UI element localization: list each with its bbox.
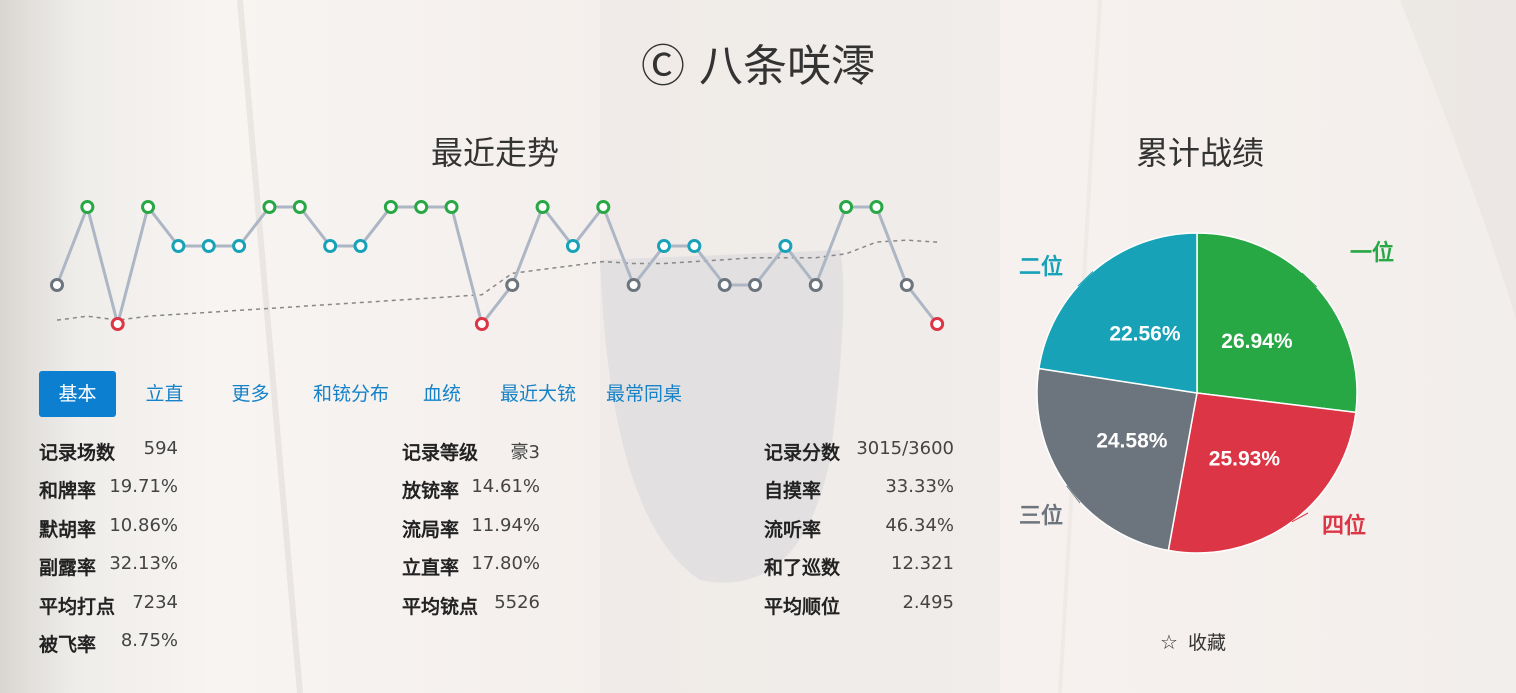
pie-slice-percent-label: 22.56% xyxy=(1109,322,1181,345)
tab-lineage[interactable]: 血统 xyxy=(422,383,461,405)
rank-point xyxy=(444,200,459,214)
pie-leader-line xyxy=(1301,272,1318,288)
stat-value: 8.75% xyxy=(120,630,178,651)
stat-label: 平均铳点 xyxy=(402,596,479,618)
rank-point xyxy=(930,317,945,331)
stat-value: 17.80% xyxy=(471,553,540,574)
tab-win-deal-distribution[interactable]: 和铳分布 xyxy=(312,383,389,405)
stat-label: 放铳率 xyxy=(402,480,460,502)
tab-more[interactable]: 更多 xyxy=(231,383,270,405)
stat-value: 2.495 xyxy=(902,592,954,613)
stat-value: 3015/3600 xyxy=(856,438,954,459)
rank-point xyxy=(748,278,763,292)
stat-label: 平均顺位 xyxy=(764,596,841,618)
pie-slice xyxy=(1167,392,1357,554)
stat-value: 12.321 xyxy=(891,553,954,574)
pie-slice-percent-label: 25.93% xyxy=(1209,447,1281,470)
tab-frequent-tablemates[interactable]: 最常同桌 xyxy=(605,383,682,405)
cumulative-pie-chart: 26.94% 一位 25.93% 四位 24.58% 三位 22.56% 二位 xyxy=(1019,232,1394,554)
rank-point xyxy=(565,239,580,253)
stat-label: 记录场数 xyxy=(39,442,116,464)
rank-point xyxy=(262,200,277,214)
page-title: Ⓒ 八条咲澪 xyxy=(641,41,875,92)
stat-label: 和牌率 xyxy=(39,480,97,502)
stat-label: 副露率 xyxy=(39,557,97,579)
stat-label: 自摸率 xyxy=(764,480,822,502)
rank-trend-line xyxy=(55,202,939,330)
rank-point xyxy=(80,200,95,214)
stat-value: 32.13% xyxy=(109,553,178,574)
rank-point xyxy=(505,278,520,292)
pie-slice-percent-label: 26.94% xyxy=(1221,330,1293,353)
stat-label: 立直率 xyxy=(402,557,460,579)
stat-label: 平均打点 xyxy=(39,596,116,618)
stat-label: 流局率 xyxy=(402,519,460,541)
average-rank-line xyxy=(56,239,938,321)
stat-label: 被飞率 xyxy=(39,634,97,656)
rank-point xyxy=(292,200,307,214)
stat-value: 46.34% xyxy=(885,515,954,536)
pie-slice xyxy=(1196,232,1358,414)
trend-title: 最近走势 xyxy=(430,134,559,172)
stat-value: 19.71% xyxy=(109,476,178,497)
rank-point xyxy=(201,239,216,253)
stat-label: 记录分数 xyxy=(764,442,841,464)
stat-value: 33.33% xyxy=(885,476,954,497)
stat-value: 14.61% xyxy=(471,476,540,497)
stat-label: 默胡率 xyxy=(39,519,97,541)
rank-point xyxy=(808,278,823,292)
stat-value: 7234 xyxy=(132,592,178,613)
rank-point xyxy=(657,239,671,253)
stat-value: 豪3 xyxy=(510,442,540,463)
rank-point xyxy=(717,278,732,292)
pie-slice-name-label: 一位 xyxy=(1350,240,1394,266)
pie-leader-line xyxy=(1291,512,1309,523)
stat-label: 记录等级 xyxy=(402,442,479,464)
pie-title: 累计战绩 xyxy=(1135,134,1264,172)
rank-point xyxy=(383,200,398,214)
rank-point xyxy=(171,239,186,253)
favorite-button[interactable]: ☆ 收藏 xyxy=(1160,628,1226,655)
rank-point xyxy=(414,200,429,214)
stat-value: 11.94% xyxy=(471,515,540,536)
stat-value: 10.86% xyxy=(109,515,178,536)
rank-point xyxy=(474,317,489,331)
rank-point xyxy=(869,200,884,214)
rank-point xyxy=(839,200,854,214)
rank-point xyxy=(323,239,338,253)
rank-point xyxy=(899,278,914,292)
rank-point xyxy=(626,278,641,292)
tab-basic[interactable]: 基本 xyxy=(39,371,116,417)
pie-slice-name-label: 三位 xyxy=(1019,503,1063,529)
stat-value: 594 xyxy=(143,438,178,459)
rank-point xyxy=(778,239,793,253)
star-outline-icon: ☆ xyxy=(1160,630,1178,654)
stat-value: 5526 xyxy=(494,592,540,613)
rank-point xyxy=(596,200,611,214)
pie-leader-line xyxy=(1077,271,1094,287)
rank-point xyxy=(232,239,247,253)
stat-label: 和了巡数 xyxy=(764,557,841,579)
pie-slice-name-label: 二位 xyxy=(1019,254,1063,280)
rank-point xyxy=(110,317,125,331)
rank-point xyxy=(535,200,550,214)
pie-slice-name-label: 四位 xyxy=(1322,513,1366,539)
pie-slice xyxy=(1038,232,1198,394)
rank-point xyxy=(50,278,64,292)
stat-label: 流听率 xyxy=(764,519,822,541)
pie-slice-percent-label: 24.58% xyxy=(1096,429,1168,452)
tab-riichi[interactable]: 立直 xyxy=(145,383,184,405)
pie-slice xyxy=(1036,367,1198,552)
trend-chart xyxy=(50,200,945,331)
rank-point xyxy=(353,239,368,253)
pie-leader-line xyxy=(1066,485,1081,504)
rank-point xyxy=(687,239,702,253)
rank-point xyxy=(141,200,156,214)
tab-recent-big-deal-ins[interactable]: 最近大铳 xyxy=(499,383,576,405)
favorite-label: 收藏 xyxy=(1187,632,1226,654)
